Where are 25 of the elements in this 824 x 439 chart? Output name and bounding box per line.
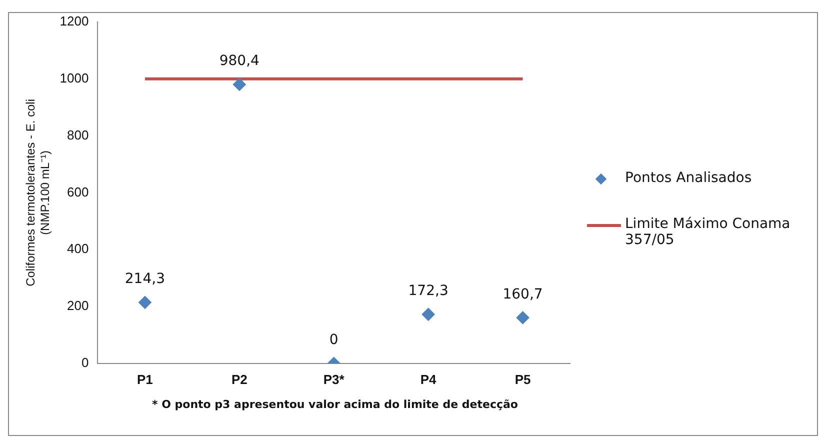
y-tick-label: 1000 [60,70,89,86]
data-label: 0 [329,332,338,348]
data-label: 160,7 [502,286,543,302]
y-tick-label: 400 [67,241,89,256]
legend-label: Limite Máximo Conama 357/05 [625,216,792,248]
data-label: 214,3 [124,271,165,288]
point [516,311,530,324]
y-tick-label: 600 [67,184,89,200]
point [422,308,435,321]
y-tick-label: 1200 [60,14,89,29]
text: * O ponto p3 apresentou valor acima do limite de detecção [151,398,519,411]
y-tick-label: 200 [67,298,89,314]
data-label: 172,3 [408,283,448,300]
x-tick-label: P2 [231,372,248,387]
y-axis-title: Coliformes termotolerantes - E. coli (NMP.100 mL⁻¹) [24,98,52,286]
x-tick-label: P3* [323,372,346,387]
point [138,296,152,309]
point [232,78,246,91]
y-tick-label: 0 [81,354,89,370]
x-tick-label: P4 [420,372,438,387]
legend-label: Pontos Analisados [625,170,753,186]
data-label: 980,4 [219,53,260,70]
x-tick-label: P1 [136,372,153,387]
x-tick-label: P5 [514,372,531,387]
y-tick-label: 800 [67,127,89,142]
